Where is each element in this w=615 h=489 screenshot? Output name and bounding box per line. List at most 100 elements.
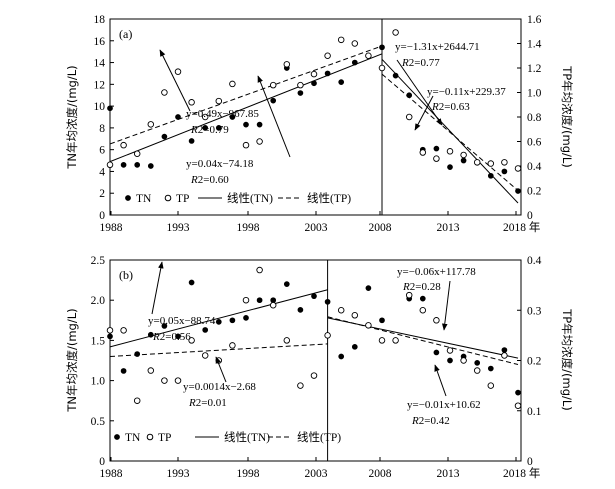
data-point-tn <box>474 360 481 366</box>
data-point-tp <box>229 342 236 349</box>
data-point-tn <box>515 389 521 396</box>
fit-r-squared: R2=0.56 <box>152 331 191 343</box>
data-point-tp <box>378 64 386 72</box>
x-tick-label: 1988 <box>100 468 123 480</box>
right-axis-title: TP年均浓度/(mg/L) <box>560 308 574 411</box>
data-point-tp <box>514 402 522 409</box>
data-point-tp <box>419 149 427 156</box>
data-point-tn <box>134 162 141 168</box>
legend-label-tp-fit: 线性(TP) <box>297 430 341 444</box>
data-point-tp <box>256 266 263 274</box>
left-tick-label: 18 <box>94 14 106 26</box>
legend-label-tp-fit: 线性(TP) <box>307 191 351 205</box>
data-point-tn <box>120 162 127 168</box>
data-point-tp <box>392 337 399 344</box>
data-point-tp <box>120 327 127 334</box>
data-point-tn <box>447 357 453 364</box>
data-point-tp <box>351 40 359 47</box>
data-point-tp <box>297 81 304 89</box>
data-point-tp <box>215 97 223 105</box>
data-point-tn <box>338 79 345 86</box>
data-point-tp <box>147 367 155 374</box>
data-point-tn <box>229 317 236 324</box>
fit-line-tp <box>109 45 383 145</box>
data-point-tp <box>487 160 495 167</box>
annotation-arrow <box>414 95 434 131</box>
left-tick-label: 1.0 <box>91 376 106 388</box>
data-point-tp <box>201 352 209 359</box>
annotation-arrow <box>441 280 451 331</box>
left-tick-label: 1.5 <box>91 335 106 347</box>
fit-r-squared: R2=0.42 <box>411 415 450 427</box>
fit-line-tn <box>109 289 328 348</box>
x-tick-label: 1998 <box>237 468 260 480</box>
data-point-tp <box>487 382 495 389</box>
data-point-tn <box>175 333 181 340</box>
right-tick-label: 0.2 <box>527 356 542 368</box>
data-point-tp <box>405 113 413 121</box>
fit-equation: y=0.05x−88.74 <box>148 315 216 327</box>
data-point-tp <box>310 372 318 379</box>
data-point-tp <box>310 70 318 78</box>
left-tick-label: 16 <box>94 36 106 48</box>
legend-label-tn-fit: 线性(TN) <box>224 430 270 444</box>
data-point-tp <box>405 291 413 299</box>
data-point-tp <box>297 382 304 389</box>
data-point-tp <box>269 301 277 309</box>
data-point-tp <box>337 36 345 44</box>
data-point-tn <box>270 297 277 304</box>
data-point-tn <box>256 297 263 304</box>
chart-panel-b: (b) 0 0.5 1.0 1.5 2.0 2.5 0 0.1 0.2 0.3 0.4 1988 1993… <box>65 255 574 480</box>
fit-line-tp <box>327 316 519 366</box>
chart-panel-a: (a) 0 2 4 6 8 10 12 14 16 18 0 0.2 0.4 0.6 0.8 1.0 1.2 1.4… <box>65 14 574 234</box>
left-tick-label: 14 <box>94 58 106 70</box>
data-point-tp <box>188 337 195 344</box>
fit-line-tn <box>109 53 383 163</box>
fit-equation: y=−0.11x+229.37 <box>427 86 506 98</box>
fit-line-tn <box>381 58 519 204</box>
annotation-arrow <box>434 364 447 397</box>
data-point-tp <box>242 296 250 304</box>
right-tick-label: 0.8 <box>527 112 542 124</box>
left-tick-label: 2.5 <box>91 255 106 267</box>
right-tick-label: 0 <box>527 210 533 222</box>
x-tick-label: 1988 <box>100 222 123 234</box>
data-point-tp <box>201 113 209 121</box>
data-point-tp <box>256 138 263 145</box>
right-axis-title: TP年均浓度/(mg/L) <box>560 65 574 168</box>
right-tick-label: 1.6 <box>527 14 542 26</box>
legend-label-tn: TN <box>136 193 152 205</box>
data-point-tn <box>447 164 453 170</box>
data-point-tp <box>460 357 467 364</box>
x-tick-label: 2003 <box>305 222 328 234</box>
right-tick-label: 0.2 <box>527 186 542 198</box>
legend-label-tn: TN <box>125 432 141 444</box>
data-point-tp <box>378 337 386 344</box>
data-point-tn <box>487 172 494 179</box>
fit-equation: y=−0.06x+117.78 <box>397 266 476 278</box>
left-tick-label: 4 <box>99 166 105 178</box>
x-tick-label: 2018 年 <box>503 220 540 234</box>
data-point-tp <box>242 141 250 149</box>
data-point-tn <box>324 70 331 77</box>
data-point-tn <box>487 365 494 372</box>
data-point-tp <box>473 367 481 374</box>
data-point-tn <box>392 72 399 79</box>
data-point-tp <box>147 121 155 128</box>
data-point-tn <box>501 347 508 353</box>
fit-r-squared: R2=0.63 <box>431 101 470 113</box>
data-point-tp <box>133 397 141 404</box>
data-point-tp <box>324 332 331 339</box>
data-point-tn <box>243 315 249 321</box>
data-point-tp <box>433 155 440 162</box>
legend-label-tp: TP <box>176 193 189 205</box>
data-point-tp <box>324 52 331 60</box>
data-point-tn <box>161 133 168 140</box>
fit-line-tn <box>327 317 519 359</box>
data-point-tp <box>161 89 168 96</box>
left-tick-label: 10 <box>94 101 106 113</box>
left-tick-label: 0.5 <box>91 416 106 428</box>
x-tick-label: 2003 <box>305 468 328 480</box>
